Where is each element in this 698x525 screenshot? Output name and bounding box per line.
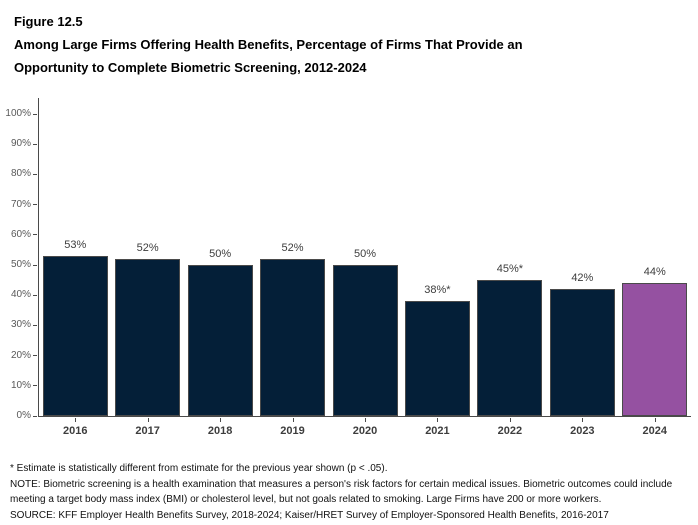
y-axis-tick-label-20: 20% [10,349,31,361]
bar-2016 [42,256,108,416]
y-axis-tick-70 [33,204,37,206]
y-axis-tick-50 [33,264,37,266]
footnote-source: SOURCE: KFF Employer Health Benefits Sur… [10,509,609,521]
x-axis-label-2018: 2018 [207,425,233,437]
y-axis-tick-label-10: 10% [10,379,31,391]
x-axis-label-2022: 2022 [497,425,523,437]
bar-2019 [260,259,326,416]
bar-2021 [404,301,470,416]
bar-value-label-2018: 50% [209,248,232,260]
y-axis-tick-label-0: 0% [16,410,31,421]
y-axis-tick-0 [33,415,37,417]
x-axis-label-2024: 2024 [642,425,667,437]
bar-value-label-2017: 52% [136,242,159,254]
y-axis-tick-80 [33,173,37,175]
y-axis-tick-label-80: 80% [10,168,31,180]
x-axis-tick-2020 [365,418,366,422]
x-axis-label-2020: 2020 [352,425,378,437]
bar-2022 [477,280,543,416]
plot-area: 0% 10% 20% 30% 40% 50% 60% 70% 80% 90% 100% 53% 2016… [5,98,691,437]
y-axis-tick-20 [33,355,37,357]
y-axis-tick-40 [33,294,37,296]
x-axis-tick-2023 [582,418,584,422]
x-axis-tick-2016 [75,418,77,422]
bar-chart: 0% 10% 20% 30% 40% 50% 60% 70% 80% 90% 100% 53% 2016… [0,88,698,450]
figure-number: Figure 12.5 [14,14,83,29]
figure-title-line-1: Among Large Firms Offering Health Benefi… [14,37,523,52]
bar-value-label-2016: 53% [64,239,87,251]
y-axis-tick-label-60: 60% [10,228,31,240]
bar-value-label-2021: 38%* [424,284,451,296]
y-axis-tick-100 [33,113,37,115]
footnote-note: NOTE: Biometric screening is a health ex… [10,478,673,506]
bar-2017 [115,259,181,416]
figure-title-line-2: Opportunity to Complete Biometric Screen… [14,60,367,75]
x-axis-label-2019: 2019 [280,425,305,437]
x-axis-tick-2021 [437,418,439,422]
y-axis-tick-label-40: 40% [10,289,31,301]
y-axis-tick-label-50: 50% [10,259,31,270]
x-axis-tick-2019 [292,418,294,422]
y-axis-tick-label-90: 90% [10,138,31,150]
y-axis-tick-label-30: 30% [10,319,31,331]
figure-header: Figure 12.5 Among Large Firms Offering H… [14,10,674,79]
y-axis-tick-label-100: 100% [5,108,31,119]
bar-2020 [332,265,398,416]
bar-value-label-2023: 42% [571,272,594,284]
bar-value-label-2019: 52% [281,242,304,254]
bar-value-label-2020: 50% [353,248,376,260]
footnotes: * Estimate is statistically different fr… [10,461,692,523]
footnote-asterisk: * Estimate is statistically different fr… [10,463,388,474]
bar-2023 [549,289,615,416]
y-axis-tick-30 [33,324,37,326]
x-axis-label-2021: 2021 [425,425,450,437]
x-axis-label-2017: 2017 [135,425,160,437]
bar-value-label-2022: 45%* [496,263,524,275]
bar-value-label-2024: 44% [643,266,666,278]
bar-2024 [622,283,688,416]
y-axis-tick-label-70: 70% [10,198,31,210]
y-axis-tick-10 [33,385,37,387]
x-axis-tick-2024 [654,418,656,422]
x-axis-tick-2022 [509,418,511,422]
y-axis-tick-60 [33,234,37,236]
bar-2018 [187,265,253,416]
x-axis-tick-2017 [147,418,149,422]
y-axis-tick-90 [33,143,37,145]
x-axis-label-2023: 2023 [570,425,595,437]
x-axis-tick-2018 [220,418,222,422]
x-axis-label-2016: 2016 [62,425,88,437]
